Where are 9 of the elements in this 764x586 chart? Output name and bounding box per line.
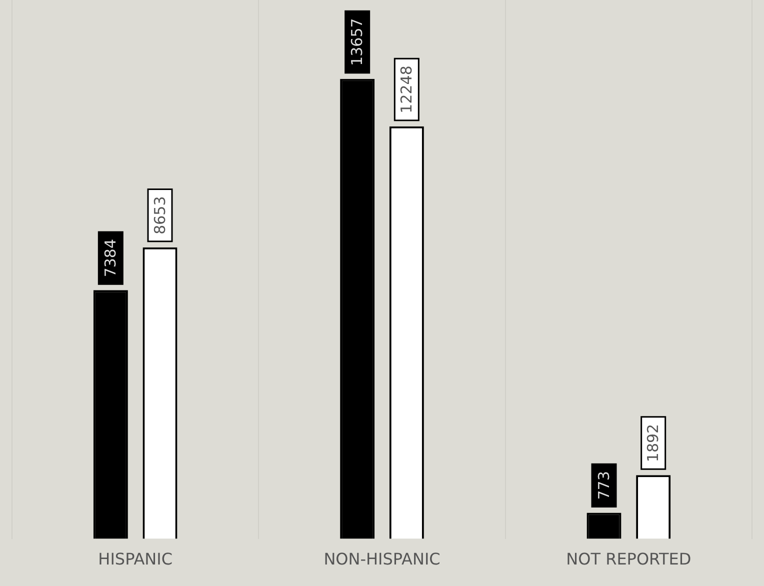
data-label: 1892: [644, 424, 662, 462]
data-label: 7384: [102, 238, 120, 278]
data-label: 12248: [398, 66, 416, 114]
x-tick-label: NOT REPORTED: [566, 550, 692, 569]
data-label: 13657: [348, 18, 366, 66]
x-tick-label: NON-HISPANIC: [324, 550, 440, 569]
x-tick-label: HISPANIC: [98, 550, 173, 569]
data-label: 773: [594, 471, 613, 500]
data-label: 8653: [150, 196, 169, 234]
